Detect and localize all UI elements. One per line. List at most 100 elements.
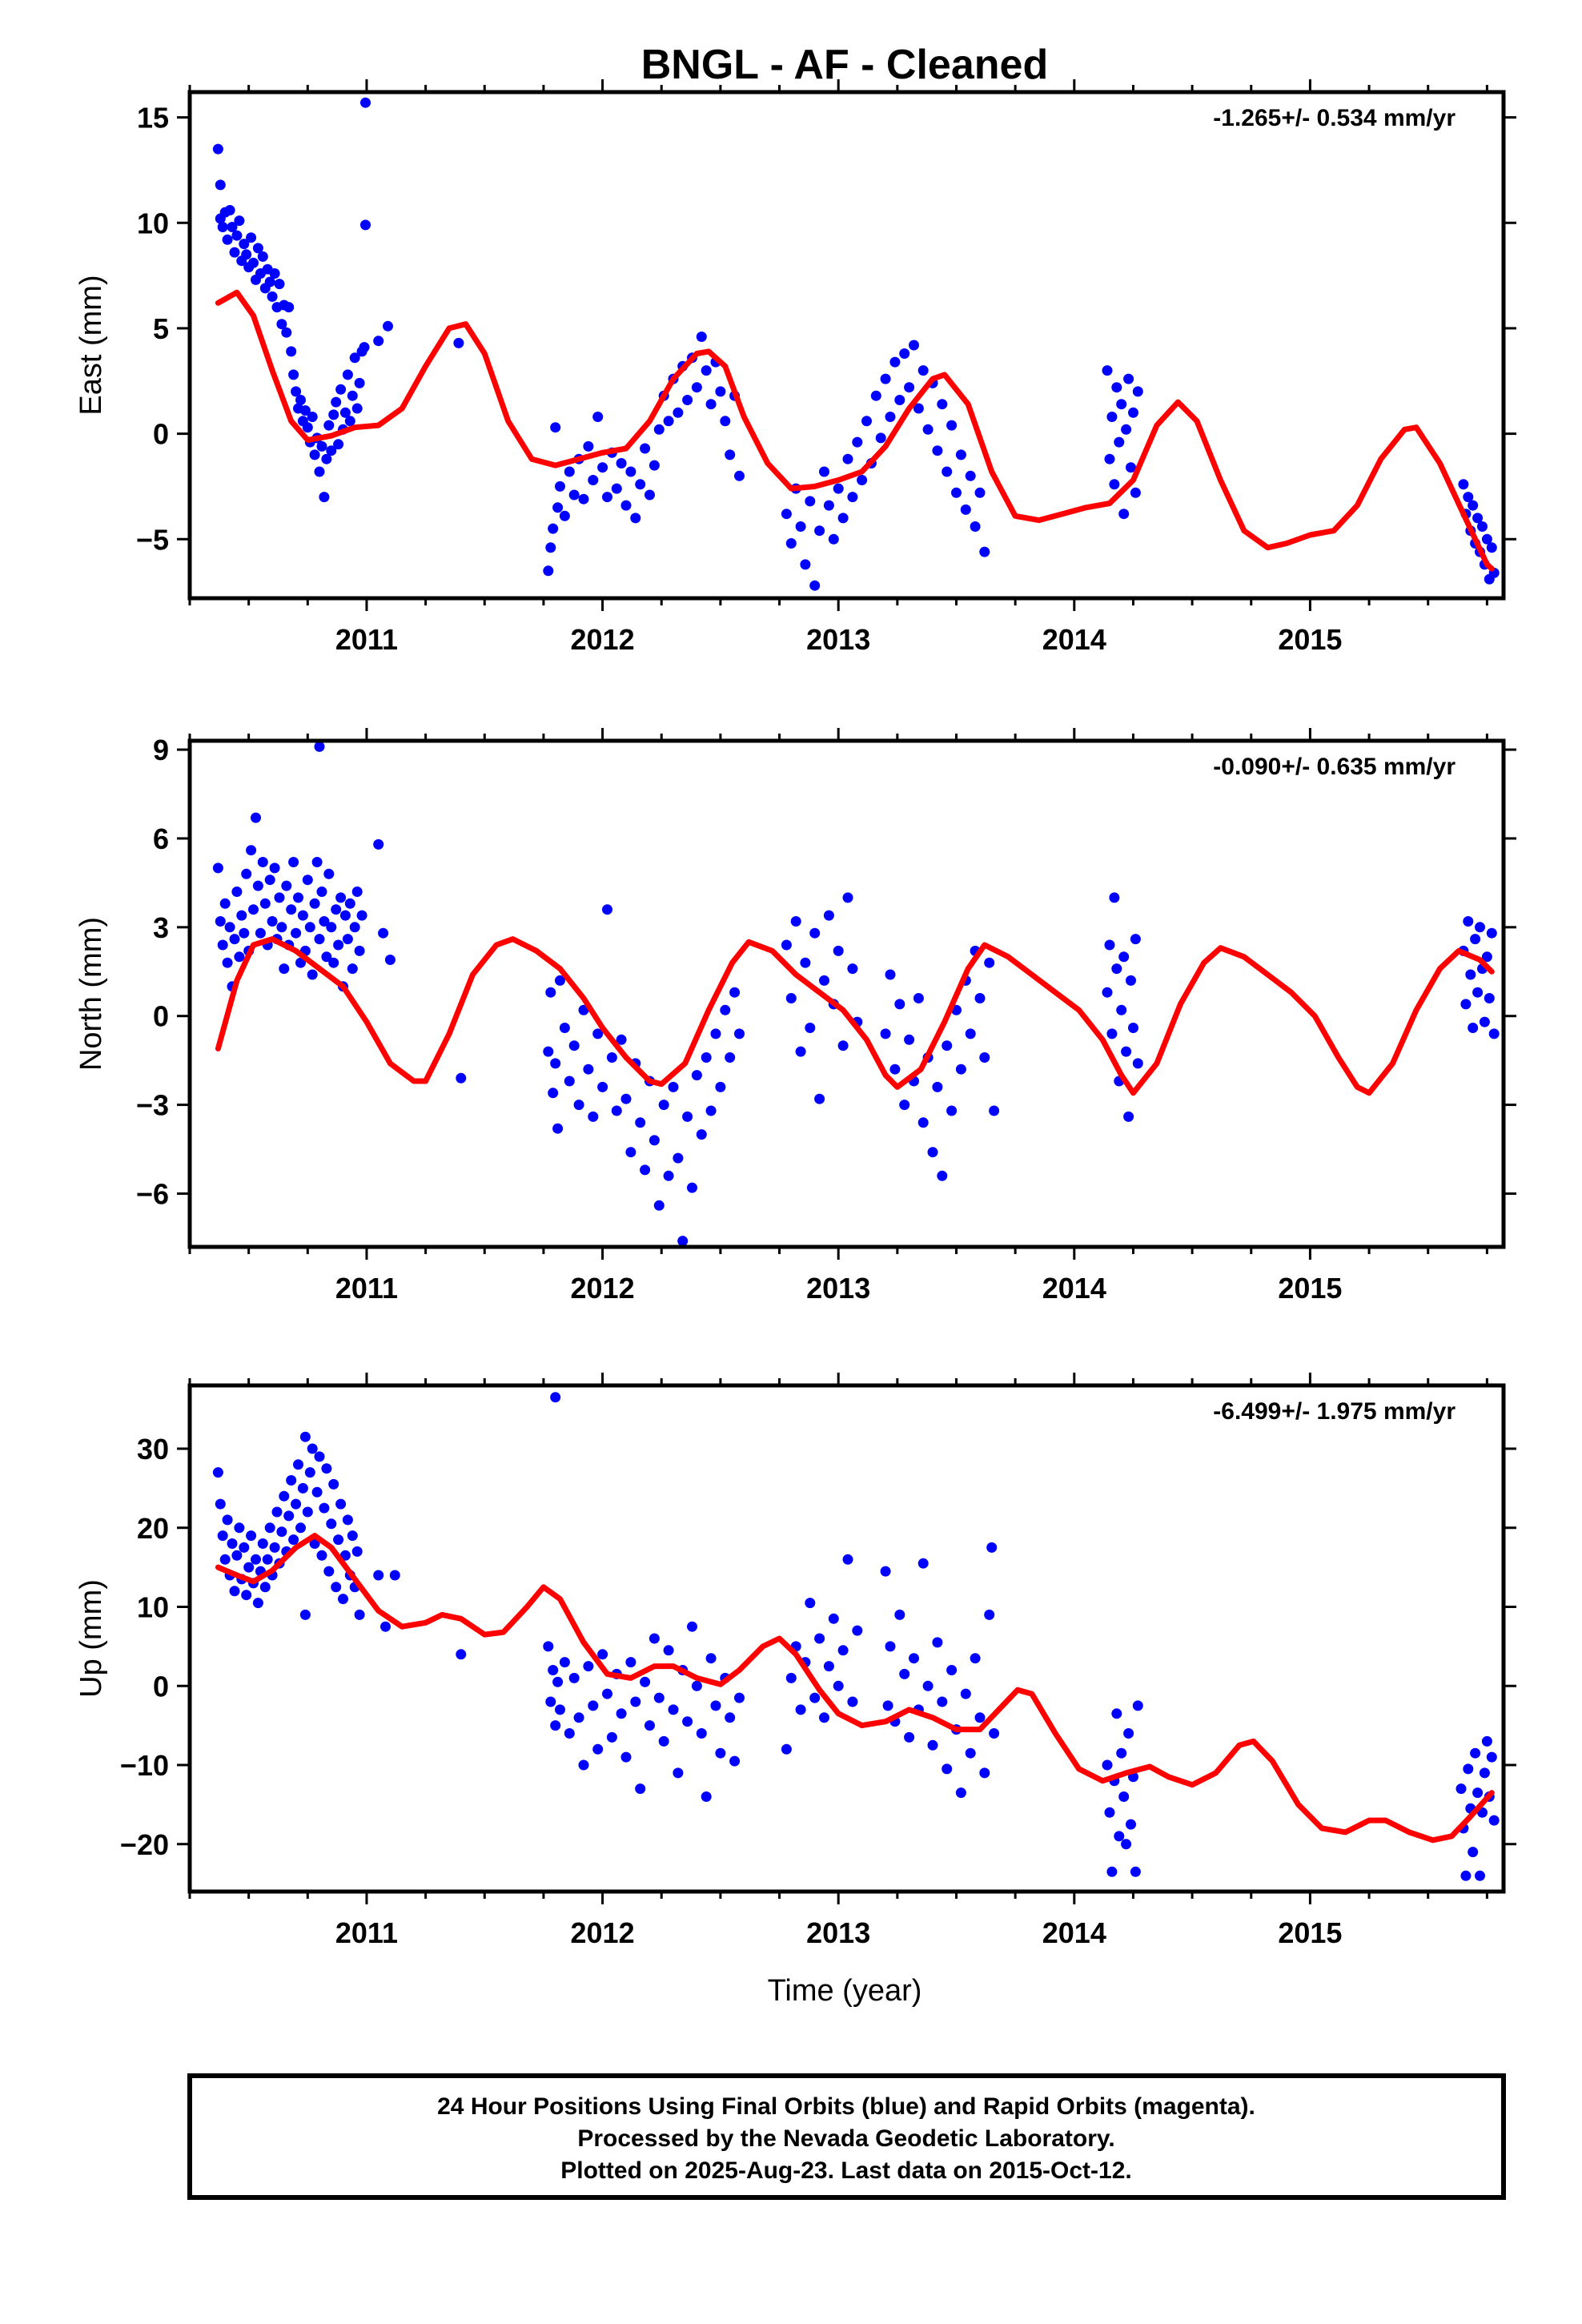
- north-data-point: [889, 1063, 901, 1075]
- east-data-point: [691, 382, 702, 393]
- east-data-point: [231, 230, 243, 241]
- north-data-point: [335, 892, 347, 903]
- east-data-point: [351, 403, 363, 414]
- east-data-point: [299, 405, 311, 416]
- up-data-point: [243, 1562, 255, 1573]
- north-data-point: [1130, 934, 1141, 945]
- east-data-point: [257, 251, 268, 262]
- north-data-point: [552, 1123, 564, 1134]
- north-data-point: [545, 987, 556, 998]
- east-data-point: [331, 396, 342, 408]
- north-data-point: [222, 957, 233, 968]
- up-data-point: [937, 1696, 948, 1707]
- north-data-point: [946, 1105, 958, 1116]
- north-data-point: [257, 857, 268, 867]
- east-data-point: [1111, 382, 1122, 393]
- north-data-point: [241, 868, 252, 879]
- east-x-tick-label: 2013: [806, 623, 870, 656]
- north-data-point: [231, 887, 243, 897]
- east-data-point: [241, 249, 252, 260]
- east-data-point: [1106, 412, 1118, 422]
- north-data-point: [715, 1081, 726, 1092]
- east-data-point: [321, 453, 332, 464]
- up-data-point: [564, 1728, 575, 1739]
- east-y-axis-label: East (mm): [74, 275, 108, 415]
- north-data-point: [297, 910, 308, 921]
- up-data-point: [904, 1731, 915, 1743]
- up-x-tick-label: 2013: [806, 1916, 870, 1949]
- north-data-point: [347, 963, 358, 975]
- up-data-point: [279, 1490, 290, 1502]
- north-data-point: [1475, 922, 1485, 933]
- north-data-point: [592, 1028, 604, 1039]
- up-data-point: [682, 1716, 693, 1727]
- east-data-point: [1477, 521, 1488, 532]
- up-data-point: [309, 1538, 320, 1549]
- up-data-point: [311, 1486, 323, 1498]
- up-data-point: [696, 1728, 707, 1739]
- up-data-point: [823, 1661, 834, 1672]
- east-data-point: [1116, 399, 1127, 410]
- north-data-point: [276, 922, 287, 933]
- north-data-point: [349, 922, 360, 933]
- north-data-point: [640, 1164, 651, 1176]
- east-y-tick-label: 5: [153, 312, 169, 345]
- up-data-point: [1111, 1708, 1122, 1719]
- east-data-point: [224, 205, 235, 215]
- east-data-point: [326, 445, 337, 456]
- north-data-point: [917, 1117, 929, 1128]
- north-data-point: [1484, 993, 1495, 1003]
- east-data-point: [951, 487, 962, 498]
- north-data-point: [291, 927, 302, 939]
- east-x-tick-label: 2011: [335, 623, 398, 656]
- east-data-point: [222, 234, 233, 245]
- north-data-point: [548, 1088, 559, 1099]
- east-data-point: [339, 407, 351, 418]
- up-data-point: [687, 1621, 697, 1632]
- east-data-point: [239, 239, 250, 250]
- east-data-point: [917, 365, 929, 376]
- up-data-point: [917, 1558, 929, 1569]
- east-data-point: [234, 215, 245, 227]
- up-x-tick-label: 2014: [1042, 1916, 1106, 1949]
- north-data-point: [295, 957, 306, 968]
- east-data-point: [592, 412, 604, 422]
- up-data-point: [583, 1661, 594, 1672]
- up-data-point: [1479, 1767, 1490, 1779]
- up-data-point: [1463, 1763, 1474, 1775]
- up-data-point: [927, 1739, 938, 1751]
- up-data-point: [1486, 1751, 1497, 1763]
- north-data-point: [573, 1100, 584, 1111]
- east-data-point: [701, 365, 712, 376]
- north-data-point: [725, 1052, 736, 1063]
- east-data-point: [1126, 462, 1136, 473]
- north-data-point: [1104, 939, 1115, 951]
- up-data-point: [550, 1392, 561, 1403]
- north-data-point: [790, 916, 801, 927]
- north-data-point: [979, 1052, 990, 1063]
- north-data-point: [974, 993, 986, 1003]
- up-x-tick-label: 2011: [335, 1916, 398, 1949]
- up-data-point: [351, 1546, 363, 1557]
- east-data-point: [383, 320, 393, 332]
- north-data-point: [899, 1100, 910, 1111]
- north-data-point: [281, 880, 292, 891]
- north-data-point: [734, 1028, 745, 1039]
- east-data-point: [335, 384, 347, 395]
- north-data-point: [648, 1135, 660, 1146]
- north-data-point: [333, 939, 344, 951]
- east-data-point: [814, 525, 825, 537]
- north-data-point: [267, 916, 278, 927]
- east-data-point: [281, 327, 292, 338]
- up-data-point: [644, 1720, 655, 1731]
- east-panel: 2011 2012 2013 2014 2015 −5 0 5 10 15 East (mm) -1.…: [74, 79, 1516, 656]
- north-data-point: [309, 898, 320, 909]
- north-x-tick-label: 2015: [1278, 1272, 1342, 1305]
- up-data-point: [640, 1676, 651, 1687]
- north-data-point: [314, 741, 325, 752]
- north-data-point: [1465, 969, 1476, 980]
- east-data-point: [640, 443, 651, 454]
- north-data-point: [687, 1182, 697, 1193]
- east-data-point: [229, 247, 240, 258]
- east-data-point: [904, 382, 915, 393]
